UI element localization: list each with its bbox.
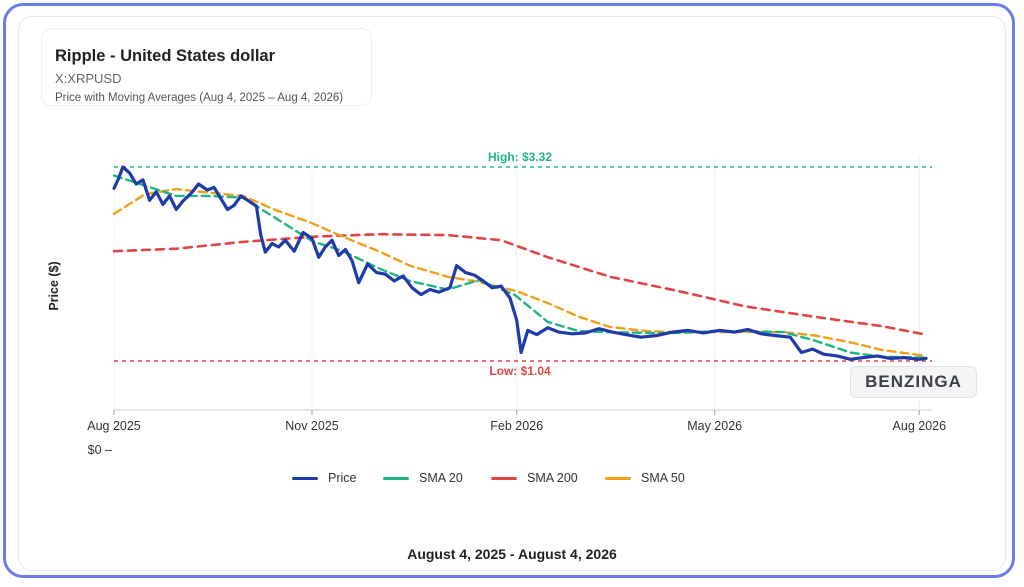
x-tick-label: Feb 2026	[490, 419, 543, 433]
legend-swatch-sma50	[605, 477, 631, 480]
legend-item-sma200[interactable]: SMA 200	[491, 471, 591, 487]
legend-label-price: Price	[328, 471, 357, 485]
chart-header: Ripple - United States dollar X:XRPUSD P…	[41, 28, 372, 106]
chart-title: Ripple - United States dollar	[55, 47, 276, 65]
chart-subtitle: Price with Moving Averages (Aug 4, 2025 …	[55, 92, 344, 104]
price-line	[112, 165, 928, 361]
sma50-line	[112, 187, 928, 358]
legend-label-sma20: SMA 20	[419, 471, 463, 485]
x-tick-label: Aug 2025	[87, 419, 141, 433]
legend-item-sma50[interactable]: SMA 50	[605, 471, 695, 487]
high-label: High: $3.32	[488, 150, 552, 164]
legend-swatch-price	[292, 477, 318, 480]
y-axis-label: Price ($)	[47, 261, 61, 310]
date-range-footer: August 4, 2025 - August 4, 2026	[407, 546, 617, 562]
legend-label-sma200: SMA 200	[527, 471, 578, 485]
benzinga-logo: BENZINGA	[850, 366, 977, 398]
sma200-line	[112, 232, 928, 336]
legend-swatch-sma20	[383, 477, 409, 480]
legend-item-sma20[interactable]: SMA 20	[383, 471, 473, 487]
x-tick-label: Nov 2025	[285, 419, 339, 433]
legend-swatch-sma200	[491, 477, 517, 480]
low-label: Low: $1.04	[489, 364, 551, 378]
y-tick-label: $0 –	[88, 443, 112, 457]
legend-item-price[interactable]: Price	[292, 471, 372, 487]
legend-label-sma50: SMA 50	[641, 471, 685, 485]
x-tick-label: Aug 2026	[893, 419, 947, 433]
ticker-symbol: X:XRPUSD	[55, 71, 122, 86]
x-tick-label: May 2026	[687, 419, 742, 433]
